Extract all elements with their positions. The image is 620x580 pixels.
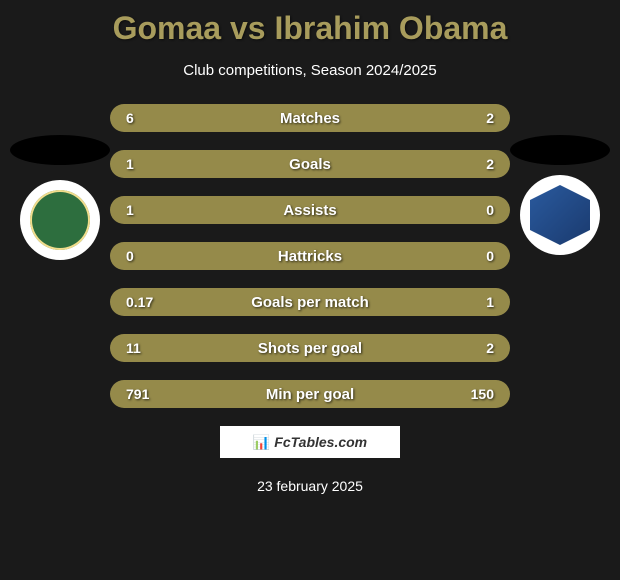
stat-row: 0.17 Goals per match 1: [110, 288, 510, 316]
stat-row: 1 Goals 2: [110, 150, 510, 178]
club-badge-left: [20, 180, 100, 260]
stat-right-value: 0: [486, 248, 494, 264]
crest-left-icon: [30, 190, 90, 250]
stat-right-value: 150: [471, 386, 494, 402]
stat-right-value: 2: [486, 156, 494, 172]
club-badge-right: [520, 175, 600, 255]
stat-label: Matches: [110, 110, 510, 127]
stat-row: 6 Matches 2: [110, 104, 510, 132]
stat-right-value: 1: [486, 294, 494, 310]
stat-label: Assists: [110, 202, 510, 219]
footer-date: 23 february 2025: [0, 478, 620, 494]
stat-label: Hattricks: [110, 248, 510, 265]
stats-container: 6 Matches 2 1 Goals 2 1 Assists 0 0 Hatt…: [110, 104, 510, 408]
stat-right-value: 0: [486, 202, 494, 218]
stat-row: 11 Shots per goal 2: [110, 334, 510, 362]
fctables-logo-icon: 📊: [253, 434, 270, 451]
footer-brand-text: FcTables.com: [274, 434, 367, 450]
stat-row: 1 Assists 0: [110, 196, 510, 224]
page-title: Gomaa vs Ibrahim Obama: [0, 0, 620, 47]
player-right-shadow: [510, 135, 610, 165]
stat-label: Shots per goal: [110, 340, 510, 357]
stat-right-value: 2: [486, 110, 494, 126]
subtitle: Club competitions, Season 2024/2025: [0, 62, 620, 79]
player-left-shadow: [10, 135, 110, 165]
stat-right-value: 2: [486, 340, 494, 356]
crest-right-icon: [530, 185, 590, 245]
stat-row: 0 Hattricks 0: [110, 242, 510, 270]
stat-row: 791 Min per goal 150: [110, 380, 510, 408]
footer-brand[interactable]: 📊 FcTables.com: [220, 426, 400, 458]
stat-label: Min per goal: [110, 386, 510, 403]
stat-label: Goals per match: [110, 294, 510, 311]
stat-label: Goals: [110, 156, 510, 173]
